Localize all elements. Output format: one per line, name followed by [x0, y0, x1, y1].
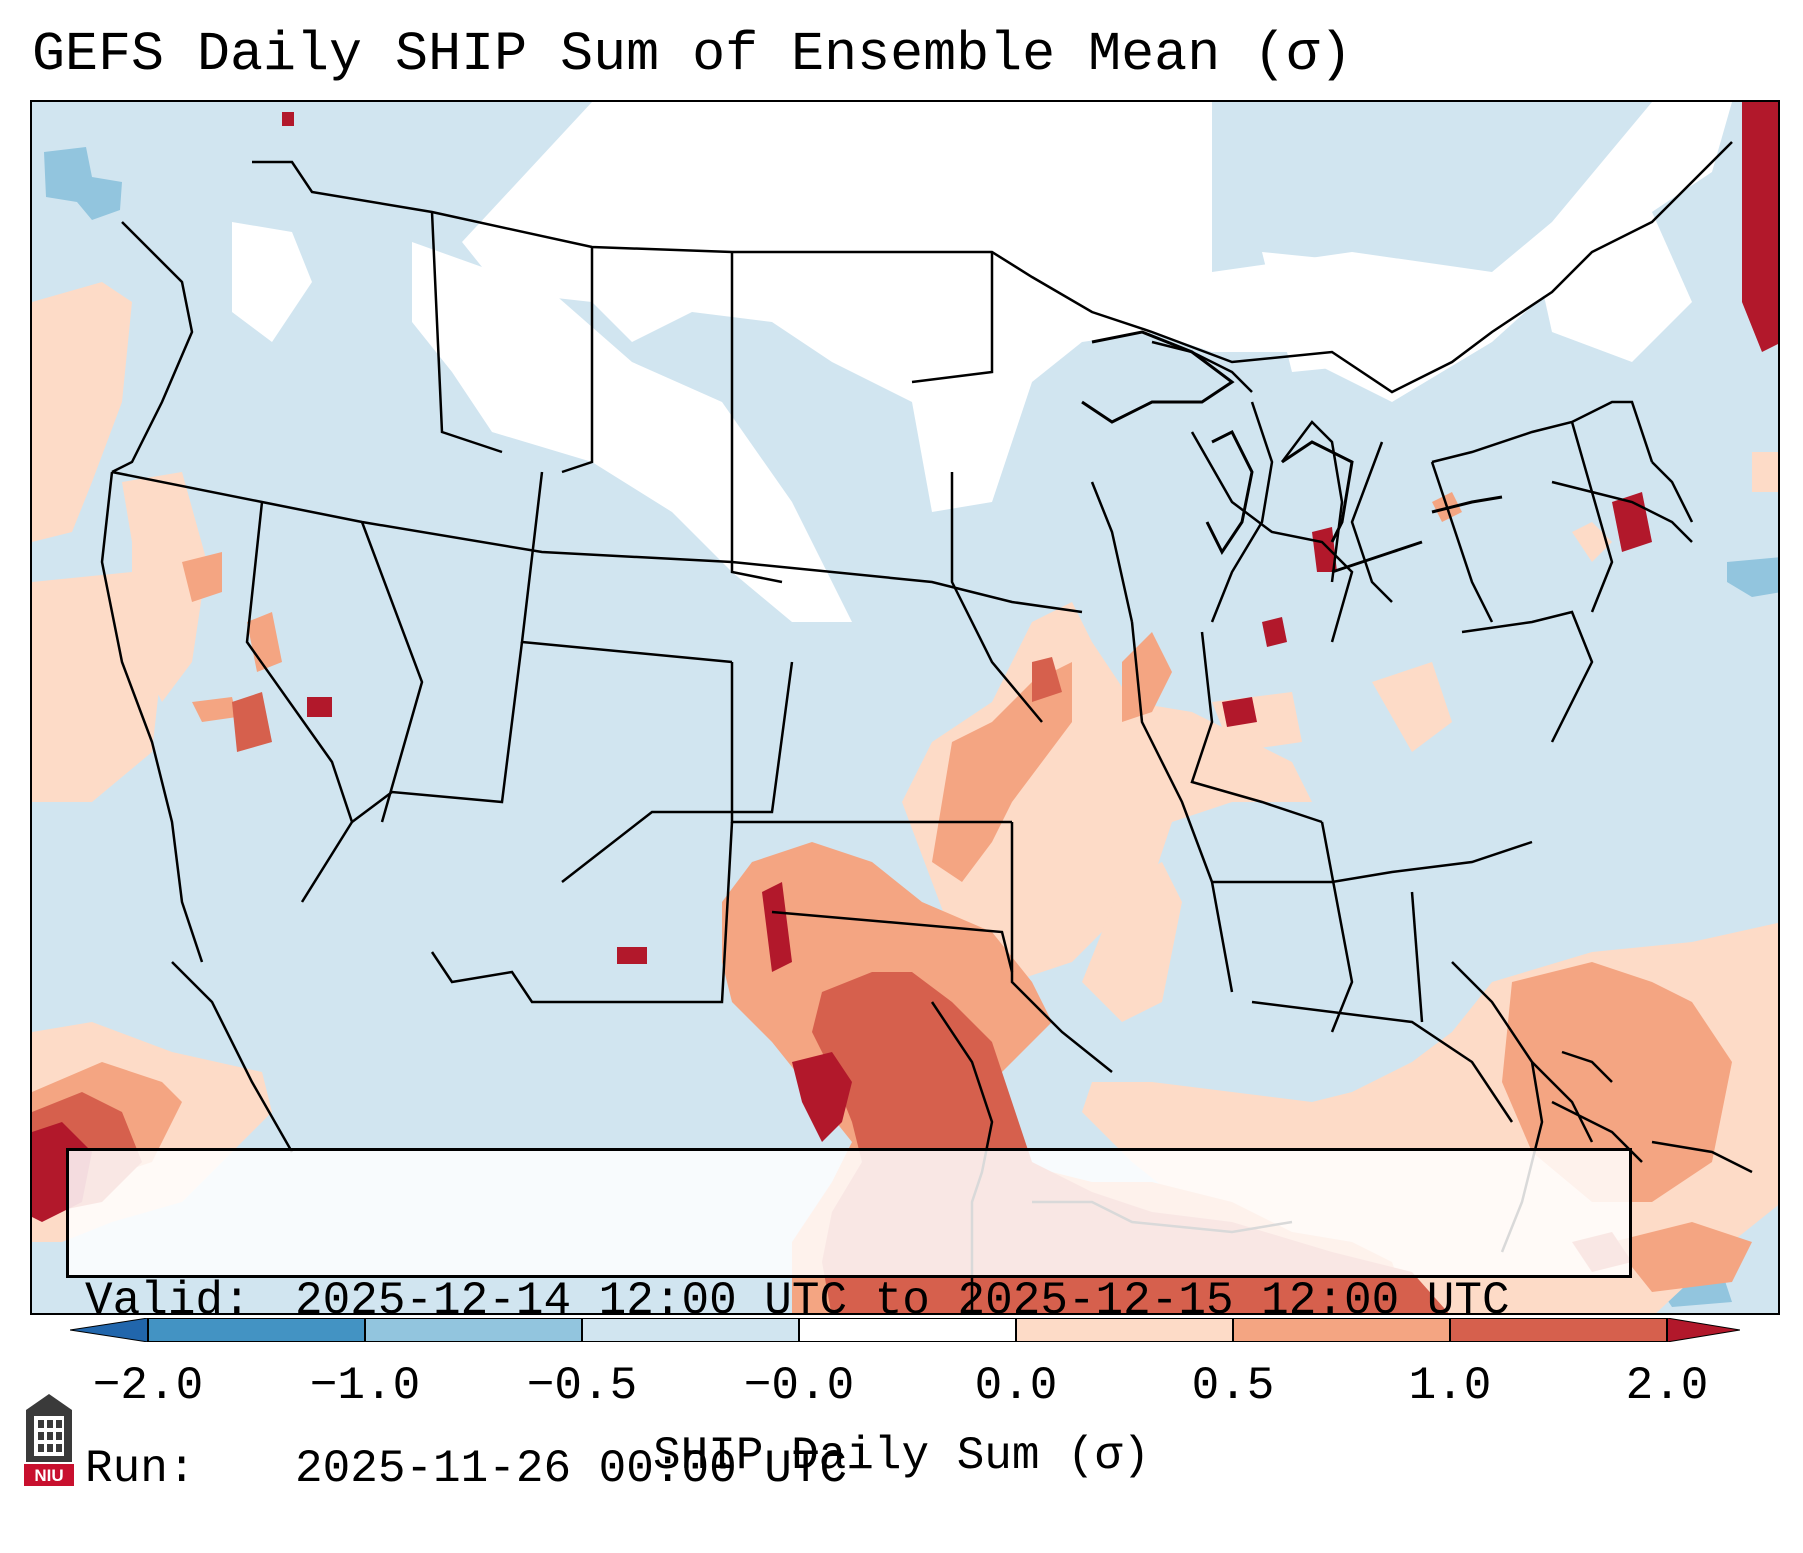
colorbar-bin-4 — [799, 1318, 1016, 1342]
colorbar-tick-label: 0.0 — [974, 1360, 1058, 1412]
colorbar-tick-label: 2.0 — [1625, 1360, 1709, 1412]
colorbar-tick-label: −0.5 — [526, 1360, 638, 1412]
colorbar — [70, 1318, 1740, 1342]
shaded-map — [32, 102, 1778, 1313]
colorbar-bin-6 — [1233, 1318, 1450, 1342]
colorbar-tick-label: 0.5 — [1191, 1360, 1275, 1412]
run-line: Run: 2025-11-26 00:00 UTC — [85, 1441, 1613, 1497]
very-strong-positive-regions — [32, 102, 1778, 1222]
colorbar-tick-label: −0.0 — [743, 1360, 855, 1412]
colorbar-tick-label: 1.0 — [1408, 1360, 1492, 1412]
colorbar-bin-1 — [148, 1318, 365, 1342]
chart-title: GEFS Daily SHIP Sum of Ensemble Mean (σ) — [32, 23, 1353, 86]
university-building-icon: NIU — [24, 1394, 74, 1486]
neutral-regions — [232, 102, 1732, 622]
colorbar-tick-label: −1.0 — [309, 1360, 421, 1412]
valid-run-info-box: Valid: 2025-12-14 12:00 UTC to 2025-12-15… — [66, 1148, 1632, 1495]
colorbar-bin-7 — [1450, 1318, 1667, 1342]
colorbar-tick-label: −2.0 — [92, 1360, 204, 1412]
colorbar-bin-3 — [582, 1318, 799, 1342]
logo-text: NIU — [34, 1466, 63, 1485]
run-value: 2025-11-26 00:00 UTC — [295, 1443, 848, 1495]
colorbar-bin-5 — [1016, 1318, 1233, 1342]
colorbar-ticks — [147, 1318, 1668, 1342]
map-panel — [30, 100, 1780, 1315]
colorbar-extend-high — [1666, 1318, 1740, 1342]
political-boundaries — [100, 141, 1753, 1313]
colorbar-bin-2 — [365, 1318, 582, 1342]
colorbar-extend-low — [70, 1318, 149, 1342]
colorbar-label: SHIP Daily Sum (σ) — [653, 1430, 1150, 1482]
run-label: Run: — [85, 1443, 196, 1495]
great-lakes — [1081, 330, 1503, 574]
